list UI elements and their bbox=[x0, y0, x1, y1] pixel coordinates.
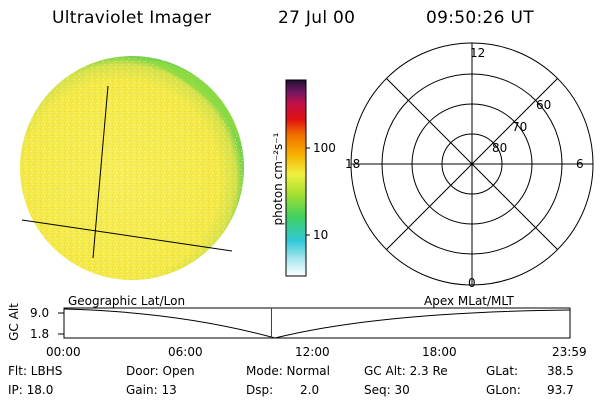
image-time: 09:50:26 UT bbox=[426, 8, 534, 28]
color-scale-bar bbox=[285, 79, 310, 277]
timeline-xtick-0: 00:00 bbox=[46, 345, 81, 359]
status-mode: Mode: Normal bbox=[246, 364, 330, 378]
status-door: Door: Open bbox=[126, 364, 195, 378]
meridian-line bbox=[92, 85, 109, 259]
status-glat-value: 38.5 bbox=[547, 364, 574, 378]
uv-earth-image bbox=[20, 56, 244, 280]
status-dsp-label: Dsp: bbox=[246, 383, 274, 397]
mlt-label-6: 6 bbox=[576, 157, 584, 171]
status-glon-label: GLon: bbox=[486, 383, 521, 397]
timeline-ylabel: GC Alt bbox=[7, 303, 21, 341]
status-dsp-value: 2.0 bbox=[300, 383, 320, 397]
timeline-xtick-2: 12:00 bbox=[295, 345, 330, 359]
status-gain: Gain: 13 bbox=[126, 383, 177, 397]
latitude-line bbox=[21, 219, 233, 252]
timeline-right-title: Apex MLat/MLT bbox=[424, 294, 514, 308]
colorbar-tick-100: 100 bbox=[313, 141, 336, 155]
timeline-ytick-bottom: 1.8 bbox=[30, 327, 50, 341]
orbit-timeline bbox=[58, 307, 571, 339]
colorbar-tick-10: 10 bbox=[313, 228, 329, 242]
altitude-curve bbox=[63, 308, 571, 339]
mlt-label-12: 12 bbox=[470, 46, 486, 60]
status-ip: IP: 18.0 bbox=[8, 383, 54, 397]
colorbar-unit-label: photon cm⁻²s⁻¹ bbox=[271, 132, 285, 226]
lat-label-60: 60 bbox=[536, 98, 552, 112]
lat-label-70: 70 bbox=[512, 120, 528, 134]
timeline-xtick-1: 06:00 bbox=[168, 345, 203, 359]
timeline-left-title: Geographic Lat/Lon bbox=[68, 294, 186, 308]
status-glon-value: 93.7 bbox=[547, 383, 574, 397]
mlt-label-18: 18 bbox=[345, 157, 361, 171]
image-date: 27 Jul 00 bbox=[278, 8, 356, 28]
lat-label-80: 80 bbox=[492, 141, 508, 155]
timeline-ytick-top: 9.0 bbox=[30, 306, 50, 320]
status-glat-label: GLat: bbox=[486, 364, 519, 378]
status-gc-alt: GC Alt: 2.3 Re bbox=[364, 364, 448, 378]
polar-mlt-plot bbox=[350, 42, 594, 286]
status-filter: Flt: LBHS bbox=[8, 364, 63, 378]
status-seq: Seq: 30 bbox=[364, 383, 410, 397]
timeline-xtick-4: 23:59 bbox=[552, 345, 587, 359]
timeline-xtick-3: 18:00 bbox=[422, 345, 457, 359]
app-title: Ultraviolet Imager bbox=[52, 8, 212, 28]
mlt-label-0: 0 bbox=[468, 276, 476, 290]
